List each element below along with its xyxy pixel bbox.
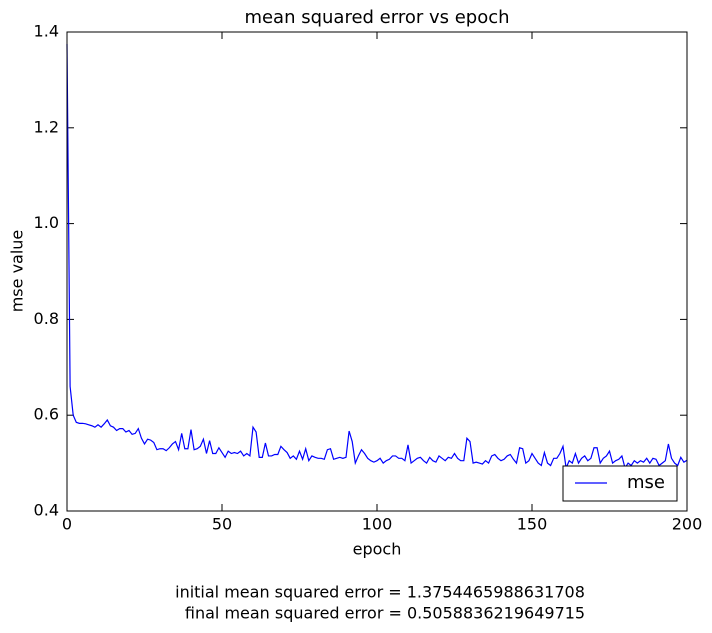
y-tick-label: 0.8 bbox=[34, 309, 59, 328]
legend-label: mse bbox=[627, 472, 665, 493]
x-axis-label: epoch bbox=[353, 540, 402, 559]
plot-frame bbox=[66, 31, 688, 512]
y-tick-label: 1.4 bbox=[34, 22, 59, 41]
x-tick-label: 100 bbox=[362, 515, 393, 534]
x-tick-label: 0 bbox=[62, 515, 72, 534]
series-line bbox=[66, 43, 688, 471]
annotation: initial mean squared error = 1.375446598… bbox=[175, 583, 585, 602]
x-tick-label: 50 bbox=[212, 515, 232, 534]
y-axis-label: mse value bbox=[8, 230, 27, 313]
y-tick-label: 0.6 bbox=[34, 405, 59, 424]
x-tick-label: 150 bbox=[517, 515, 548, 534]
annotation: final mean squared error = 0.50588362196… bbox=[185, 604, 585, 623]
y-tick-label: 0.4 bbox=[34, 501, 59, 520]
chart-title: mean squared error vs epoch bbox=[244, 7, 509, 28]
y-tick-label: 1.2 bbox=[34, 117, 59, 136]
y-tick-label: 1.0 bbox=[34, 213, 59, 232]
x-tick-label: 200 bbox=[672, 515, 703, 534]
